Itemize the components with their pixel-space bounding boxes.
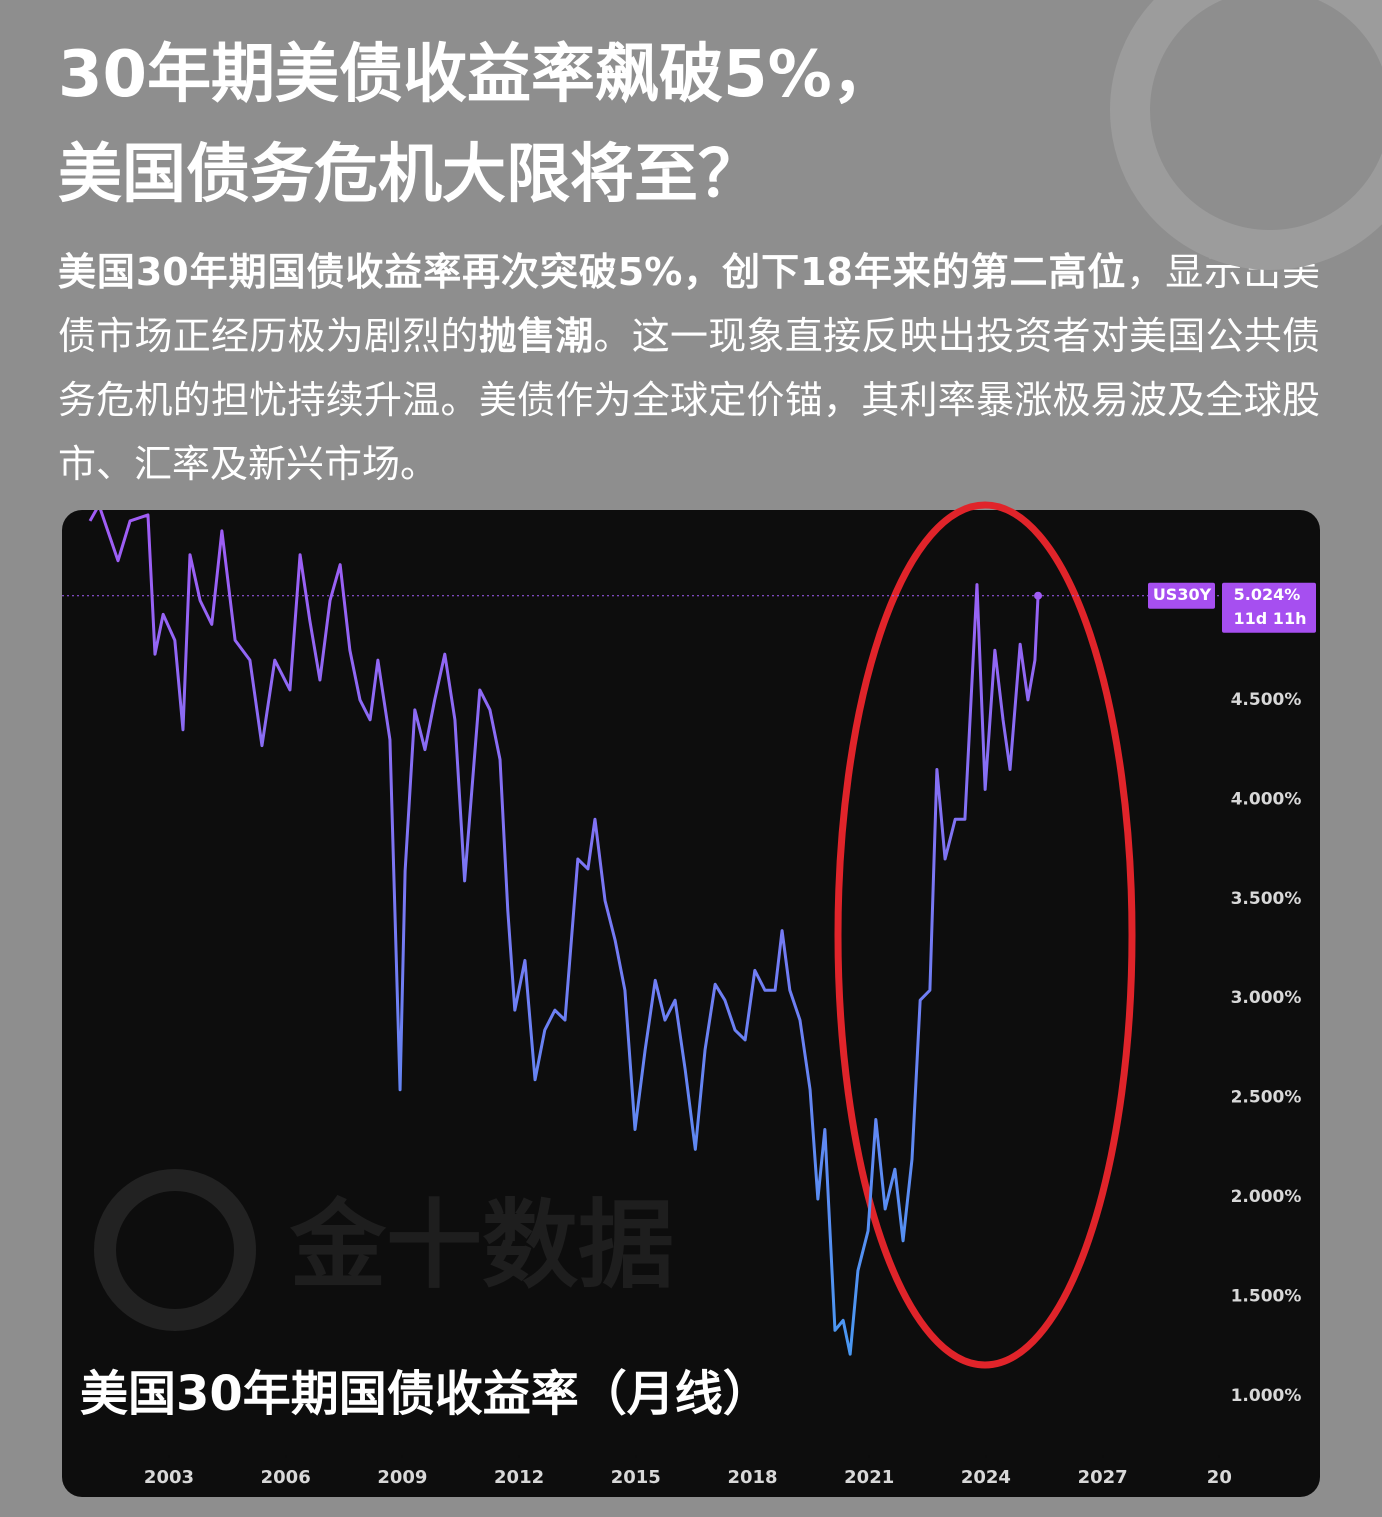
watermark: 金十数据 (289, 1189, 674, 1301)
x-tick-label: 2003 (144, 1467, 194, 1488)
y-tick-label: 3.500% (1231, 889, 1302, 909)
y-tick-label: 1.500% (1231, 1287, 1302, 1307)
y-tick-label: 4.500% (1231, 690, 1302, 710)
price-label: 5.024% (1234, 585, 1301, 604)
symbol-label: US30Y (1153, 585, 1212, 604)
y-tick-label: 3.000% (1231, 988, 1302, 1008)
series-line (88, 510, 1040, 1356)
x-tick-label: 2018 (727, 1467, 777, 1488)
chart-caption: 美国30年期国债收益率（月线） (80, 1366, 771, 1422)
last-point (1034, 591, 1043, 600)
intro-bold: 美国30年期国债收益率再次突破5%，创下18年来的第二高位 (58, 250, 1127, 294)
y-tick-label: 1.000% (1231, 1386, 1302, 1406)
x-tick-label: 2021 (844, 1467, 894, 1488)
x-tick-label: 2006 (261, 1467, 311, 1488)
x-tick-label: 2015 (611, 1467, 661, 1488)
y-tick-label: 4.000% (1231, 789, 1302, 809)
intro-text: 。这一现象直接反映出投资者对美国公共债务危机的担忧持续升温。美债作为全球定价锚，… (58, 314, 1320, 486)
watermark-logo (94, 1169, 256, 1331)
countdown-label: 11d 11h (1234, 609, 1307, 628)
y-tick-label: 2.500% (1231, 1088, 1302, 1108)
bg-logo (1110, 0, 1382, 270)
y-tick-label: 2.000% (1231, 1187, 1302, 1207)
price-box (1222, 582, 1316, 633)
intro-bold: 抛售潮 (478, 314, 594, 358)
headline: 30年期美债收益率飙破5%， 美国债务危机大限将至？ (58, 25, 1318, 225)
x-tick-label: 2009 (377, 1467, 427, 1488)
headline-line: 30年期美债收益率飙破5%， (58, 38, 896, 112)
highlight-ellipse (834, 501, 1136, 1369)
x-tick-label: 2012 (494, 1467, 544, 1488)
headline-line: 美国债务危机大限将至？ (58, 138, 762, 212)
x-tick-label: 20 (1207, 1467, 1232, 1488)
chart-panel (62, 510, 1320, 1497)
symbol-box (1148, 582, 1215, 609)
x-tick-label: 2027 (1078, 1467, 1128, 1488)
x-tick-label: 2024 (961, 1467, 1011, 1488)
